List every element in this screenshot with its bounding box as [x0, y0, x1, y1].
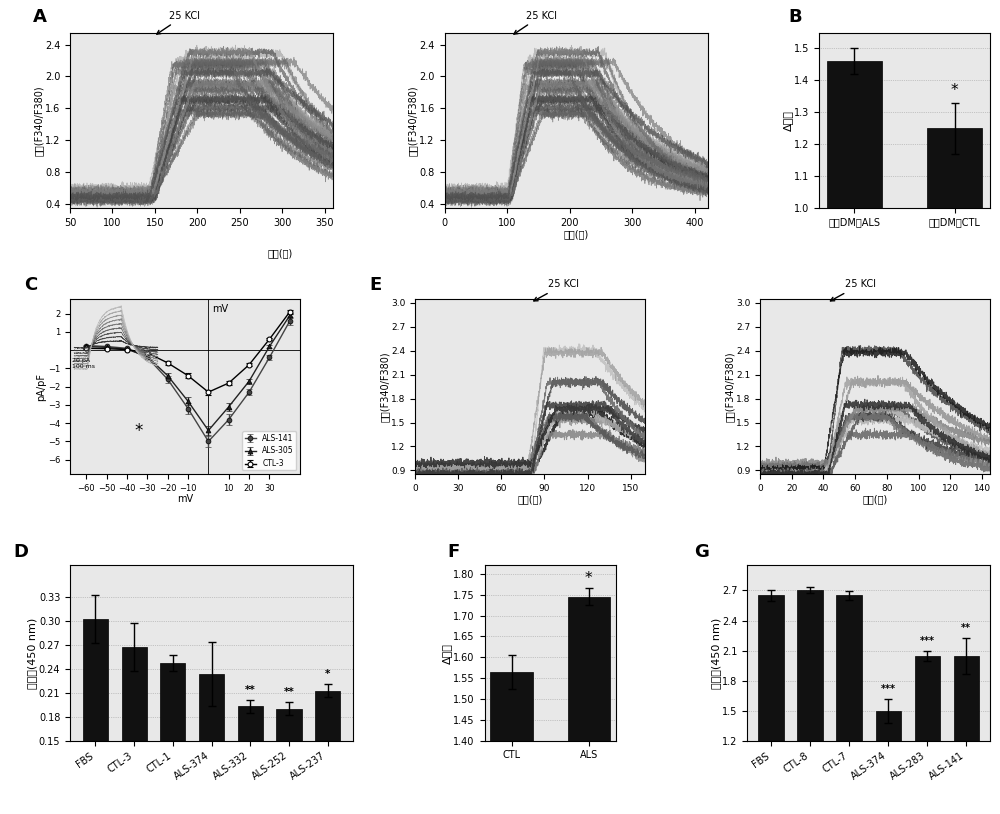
Y-axis label: 比率(F340/F380): 比率(F340/F380): [380, 352, 390, 422]
Y-axis label: Δ比率: Δ比率: [783, 110, 793, 130]
Y-axis label: 比率(F340/F380): 比率(F340/F380): [725, 352, 735, 422]
Bar: [276, 709, 302, 814]
Text: *: *: [325, 668, 330, 679]
Bar: [758, 596, 784, 814]
Text: 25 KCl: 25 KCl: [514, 11, 557, 34]
Text: mV: mV: [212, 304, 229, 314]
Bar: [238, 707, 263, 814]
Bar: [122, 646, 147, 814]
Text: 25 KCl: 25 KCl: [157, 11, 200, 34]
X-axis label: mV: mV: [177, 494, 193, 505]
Bar: [827, 61, 882, 527]
Bar: [568, 597, 610, 814]
X-axis label: 时间(秒): 时间(秒): [517, 494, 543, 505]
Y-axis label: 比率(F340/F380): 比率(F340/F380): [408, 85, 418, 155]
Bar: [160, 663, 185, 814]
Bar: [876, 711, 901, 814]
Text: F: F: [448, 543, 460, 561]
Bar: [199, 674, 224, 814]
Text: C: C: [24, 276, 37, 294]
Text: D: D: [13, 543, 28, 561]
Text: 25 KCl: 25 KCl: [534, 279, 579, 301]
Y-axis label: Δ比率: Δ比率: [442, 643, 452, 663]
Bar: [927, 128, 982, 527]
Y-axis label: 吸光度(450 nm): 吸光度(450 nm): [711, 618, 721, 689]
Text: B: B: [788, 8, 802, 26]
Y-axis label: 比率(F340/F380): 比率(F340/F380): [34, 85, 44, 155]
Text: **: **: [245, 685, 256, 694]
X-axis label: 时间(秒): 时间(秒): [862, 494, 888, 505]
Text: **: **: [961, 623, 971, 632]
Legend: ALS-141, ALS-305, CTL-3: ALS-141, ALS-305, CTL-3: [242, 431, 296, 470]
Bar: [954, 655, 979, 814]
Text: E: E: [369, 276, 381, 294]
Bar: [915, 655, 940, 814]
Text: 时间(秒): 时间(秒): [267, 248, 293, 258]
Bar: [490, 672, 533, 814]
Bar: [797, 590, 823, 814]
Bar: [315, 690, 340, 814]
Y-axis label: pA/pF: pA/pF: [37, 373, 47, 400]
Text: *: *: [134, 422, 143, 440]
Text: *: *: [585, 571, 593, 586]
Text: **: **: [284, 687, 294, 697]
Text: ***: ***: [920, 636, 935, 646]
Text: G: G: [694, 543, 709, 561]
Bar: [836, 596, 862, 814]
Text: A: A: [33, 8, 47, 26]
Bar: [83, 619, 108, 814]
X-axis label: 时间(秒): 时间(秒): [563, 229, 589, 239]
Text: ***: ***: [881, 684, 896, 694]
Y-axis label: 吸光度(450 nm): 吸光度(450 nm): [27, 618, 37, 689]
Text: *: *: [951, 83, 958, 98]
Text: 25 KCl: 25 KCl: [830, 279, 876, 301]
